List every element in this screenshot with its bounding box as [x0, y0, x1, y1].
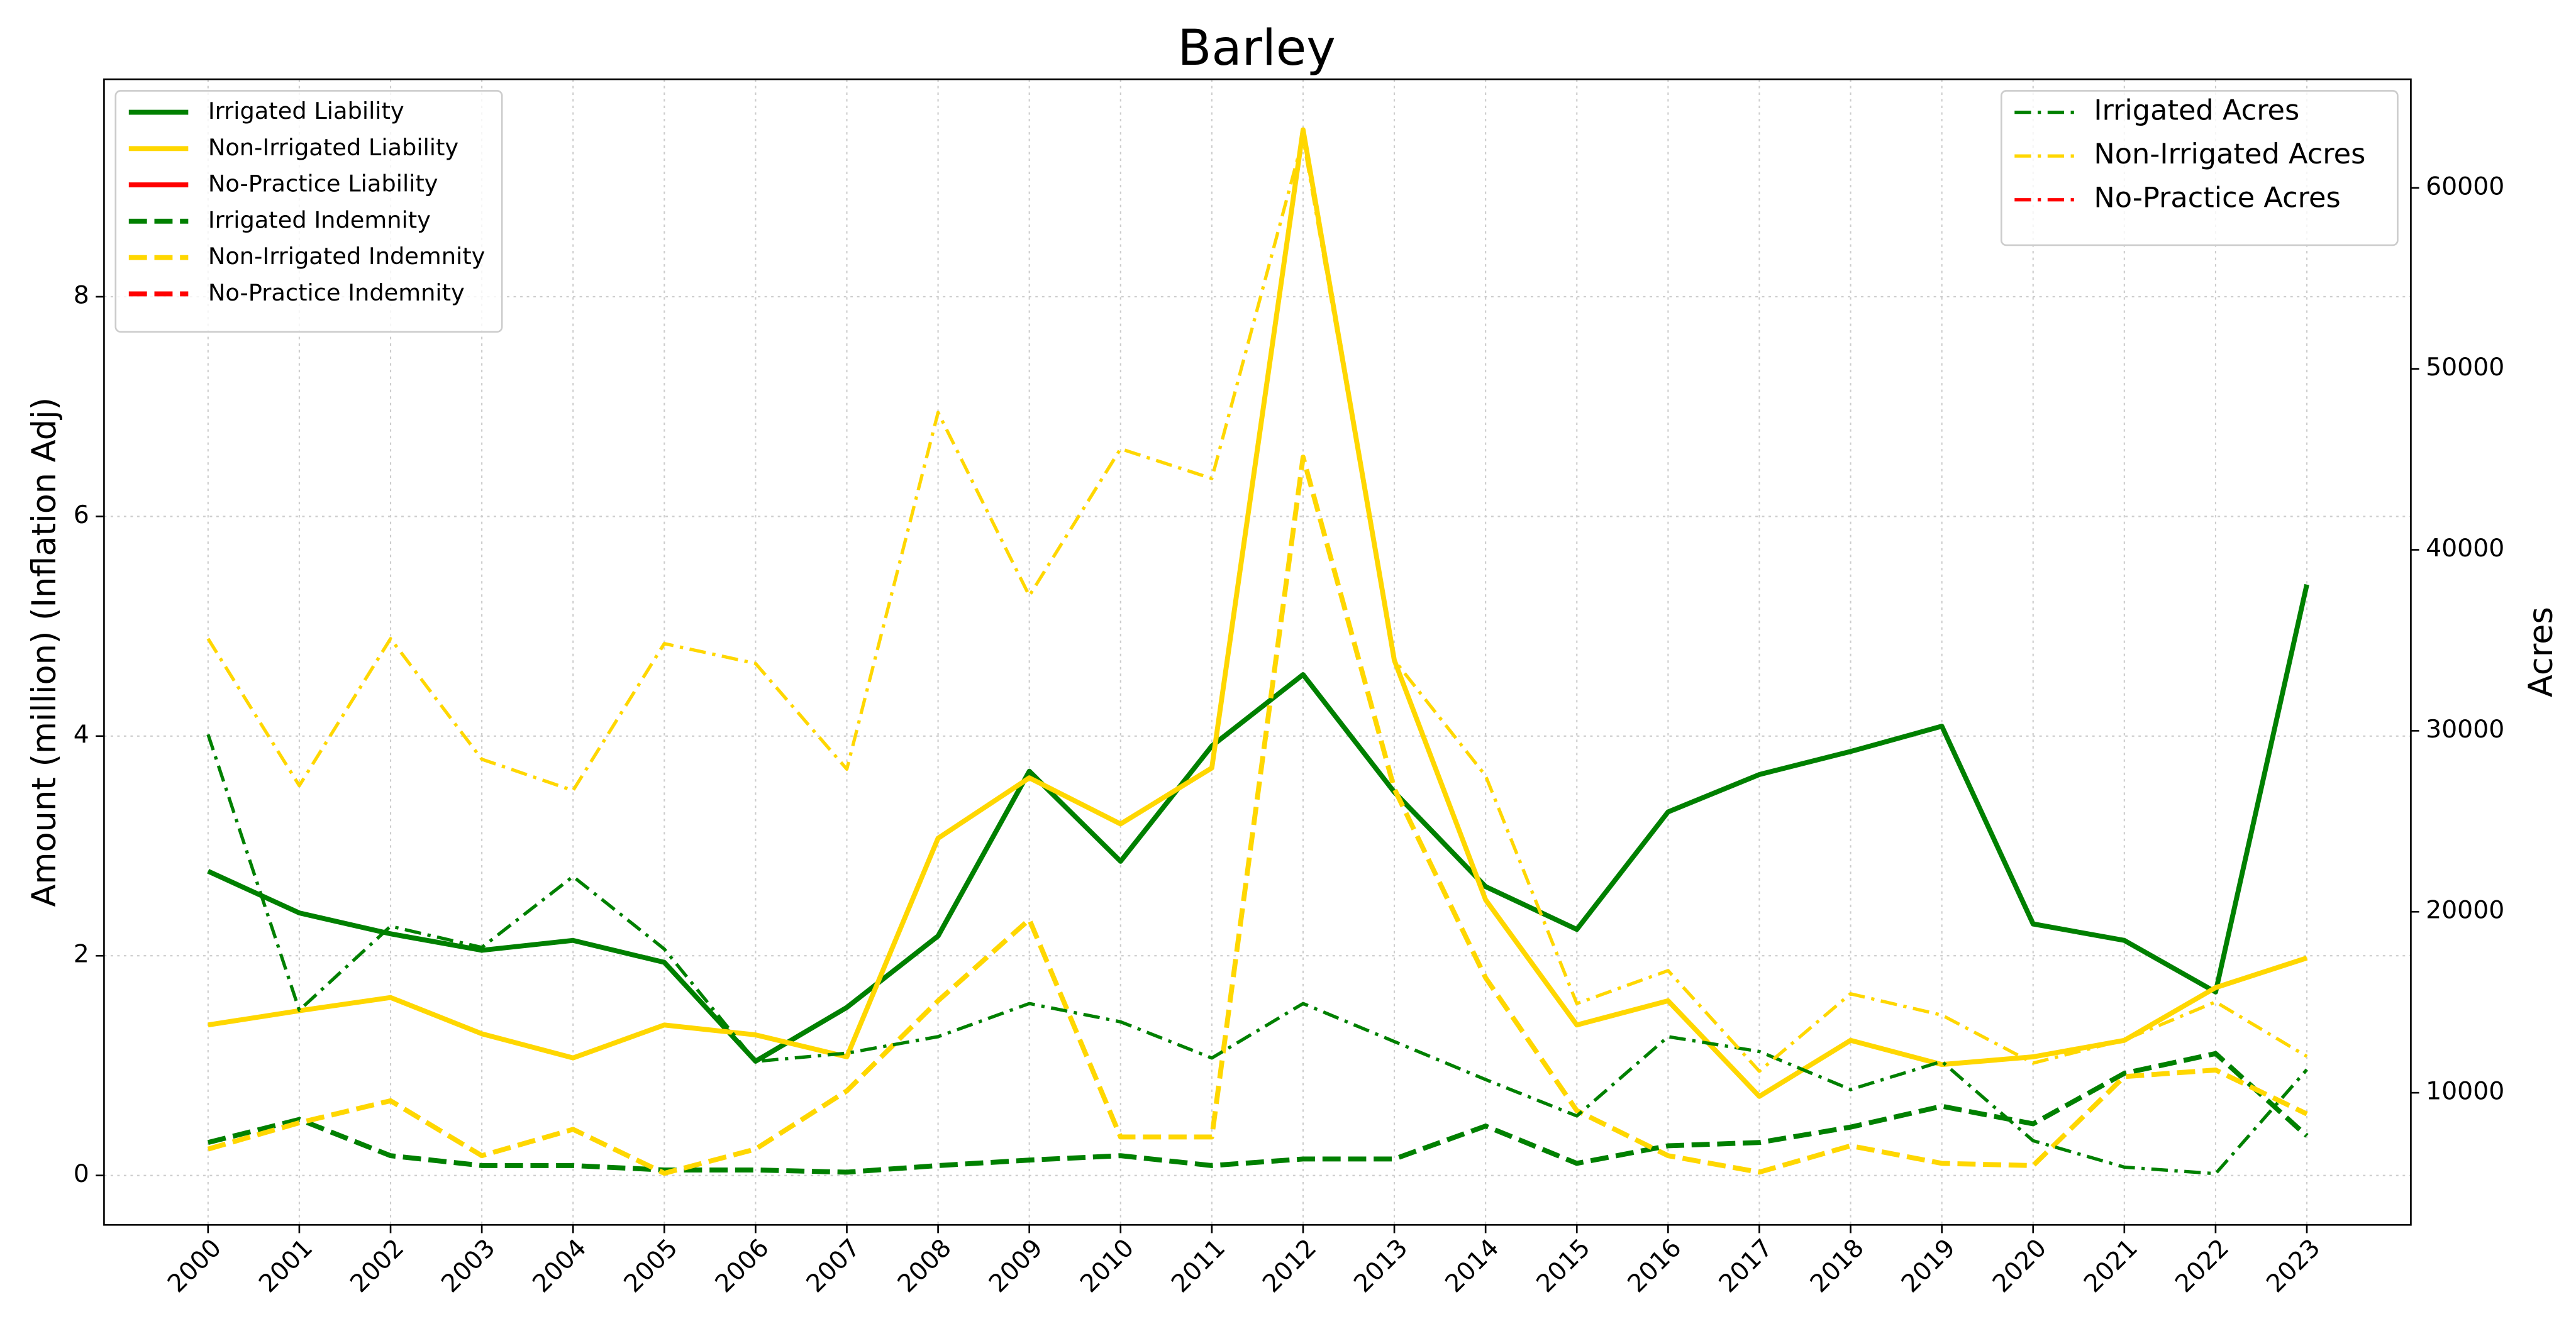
legend-label: Irrigated Liability [208, 97, 404, 124]
series-line [207, 1051, 2309, 1175]
legend-label: No-Practice Acres [2094, 182, 2340, 214]
legend-label: Non-Irrigated Liability [208, 134, 458, 161]
y2-tick-label: 20000 [2426, 896, 2504, 925]
y-axis-label: Amount (million) (Inflation Adj) [25, 397, 64, 907]
x-tick-label: 2004 [527, 1234, 592, 1298]
x-tick-label: 2000 [162, 1234, 227, 1298]
x-tick-label: 2007 [801, 1234, 865, 1298]
x-tick-label: 2019 [1896, 1234, 1961, 1298]
y2-tick-label: 40000 [2426, 534, 2504, 563]
y2-tick-label: 50000 [2426, 353, 2504, 382]
legend-label: Irrigated Indemnity [208, 206, 431, 233]
chart-title: Barley [1177, 19, 1336, 77]
x-tick-label: 2016 [1622, 1234, 1687, 1298]
y-tick-label: 0 [74, 1159, 89, 1188]
x-tick-label: 2015 [1531, 1234, 1596, 1298]
x-tick-label: 2021 [2079, 1234, 2143, 1298]
legend-label: No-Practice Indemnity [208, 279, 465, 306]
x-tick-label: 2006 [709, 1234, 774, 1298]
series-line [206, 136, 2308, 1073]
series-line [208, 127, 2308, 1099]
plot-frame [103, 78, 2412, 1226]
x-tick-label: 2001 [253, 1234, 318, 1298]
y-tick-label: 4 [74, 720, 89, 749]
y-tick-label: 2 [74, 940, 89, 969]
x-tick-label: 2022 [2170, 1234, 2235, 1298]
y2-axis-label: Acres [2522, 607, 2560, 697]
y2-tick-label: 30000 [2426, 715, 2504, 744]
legend-box [2000, 90, 2399, 246]
y-tick-label: 6 [74, 500, 89, 529]
legend-box [114, 90, 503, 333]
x-tick-label: 2013 [1348, 1234, 1413, 1298]
x-tick-label: 2003 [436, 1234, 501, 1298]
x-tick-label: 2005 [618, 1234, 683, 1298]
x-tick-label: 2014 [1440, 1234, 1504, 1298]
x-tick-label: 2012 [1257, 1234, 1322, 1298]
x-tick-label: 2009 [984, 1234, 1048, 1298]
x-tick-label: 2023 [2261, 1234, 2326, 1298]
x-tick-label: 2018 [1804, 1234, 1869, 1298]
y-tick-label: 8 [74, 280, 89, 309]
series-line [206, 734, 2308, 1176]
x-tick-label: 2002 [345, 1234, 409, 1298]
x-tick-label: 2008 [892, 1234, 957, 1298]
x-tick-label: 2020 [1987, 1234, 2052, 1298]
legend-label: Irrigated Acres [2094, 94, 2299, 127]
x-tick-label: 2010 [1075, 1234, 1140, 1298]
y2-tick-label: 60000 [2426, 172, 2504, 201]
series-line [207, 455, 2308, 1176]
legend-label: Non-Irrigated Indemnity [208, 243, 486, 270]
x-tick-label: 2011 [1166, 1234, 1231, 1298]
y2-tick-label: 10000 [2426, 1077, 2504, 1106]
legend-label: Non-Irrigated Acres [2094, 138, 2365, 170]
x-tick-label: 2017 [1713, 1234, 1778, 1298]
series-line [207, 583, 2309, 1064]
legend-label: No-Practice Liability [208, 170, 438, 197]
